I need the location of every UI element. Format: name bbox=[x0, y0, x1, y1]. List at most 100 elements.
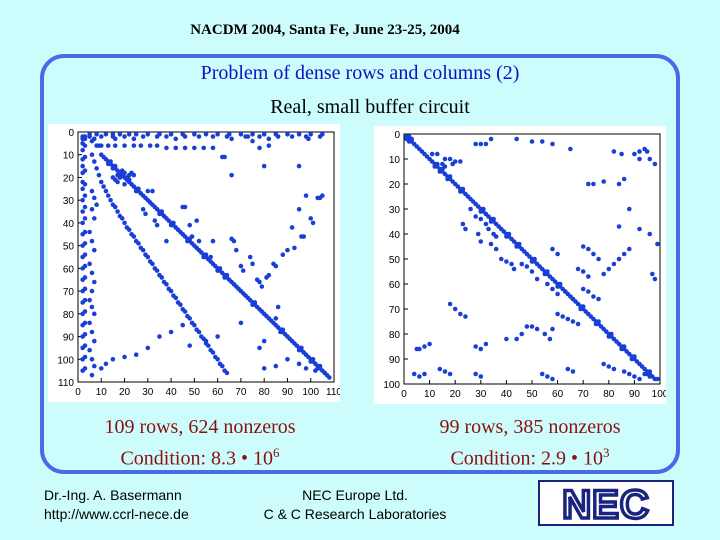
left-nonzero-point bbox=[91, 338, 97, 344]
author-block: Dr.-Ing. A. Basermann http://www.ccrl-ne… bbox=[44, 486, 189, 524]
right-nonzero-point bbox=[488, 136, 494, 142]
right-nonzero-point bbox=[478, 141, 484, 147]
right-nonzero-point bbox=[437, 366, 443, 372]
right-x-tick-label: 40 bbox=[501, 389, 513, 400]
left-nonzero-point bbox=[126, 227, 132, 233]
right-nonzero-point bbox=[621, 176, 627, 182]
left-nonzero-point bbox=[98, 134, 104, 139]
left-nonzero-point bbox=[210, 238, 216, 244]
right-nonzero-point bbox=[422, 344, 427, 349]
left-nonzero-point bbox=[122, 134, 127, 139]
left-nonzero-point bbox=[131, 234, 137, 239]
right-nonzero-point bbox=[547, 336, 553, 342]
left-nonzero-point bbox=[122, 181, 127, 187]
left-nonzero-point bbox=[308, 131, 314, 137]
right-nonzero-point bbox=[532, 256, 537, 262]
left-nonzero-point bbox=[154, 134, 160, 139]
right-nonzero-point bbox=[524, 264, 530, 269]
nec-logo-svg: NEC bbox=[561, 481, 651, 529]
right-nonzero-point bbox=[483, 141, 489, 147]
left-x-tick-label: 0 bbox=[75, 387, 81, 398]
left-nonzero-point bbox=[112, 143, 118, 148]
left-caption: 109 rows, 624 nonzeros Condition: 8.3 • … bbox=[60, 414, 340, 472]
left-x-tick-label: 90 bbox=[282, 387, 294, 398]
left-nonzero-point bbox=[82, 252, 88, 258]
left-nonzero-point bbox=[82, 168, 88, 173]
right-nonzero-point bbox=[637, 149, 642, 154]
left-nonzero-point bbox=[103, 188, 109, 194]
right-y-tick-label: 80 bbox=[389, 330, 401, 341]
left-nonzero-point bbox=[94, 166, 99, 171]
left-nonzero-point bbox=[215, 131, 220, 137]
author-url[interactable]: http://www.ccrl-nece.de bbox=[44, 506, 189, 522]
right-nonzero-point bbox=[616, 224, 622, 229]
left-nonzero-point bbox=[87, 320, 92, 326]
right-nonzero-point bbox=[601, 271, 606, 277]
left-nonzero-point bbox=[206, 343, 211, 348]
left-nonzero-point bbox=[119, 216, 125, 221]
right-nonzero-point bbox=[447, 156, 453, 162]
author-name: Dr.-Ing. A. Basermann bbox=[44, 487, 182, 503]
left-nonzero-point bbox=[257, 145, 262, 151]
left-nonzero-point bbox=[133, 352, 139, 358]
left-nonzero-point bbox=[82, 216, 88, 221]
right-nonzero-point bbox=[616, 181, 622, 187]
right-y-tick-label: 60 bbox=[389, 280, 401, 291]
right-x-tick-label: 20 bbox=[450, 389, 462, 400]
left-nonzero-point bbox=[222, 275, 227, 280]
left-nonzero-point bbox=[87, 347, 92, 353]
right-nonzero-point bbox=[529, 324, 535, 329]
right-nonzero-point bbox=[463, 314, 468, 319]
left-nonzero-point bbox=[289, 134, 295, 139]
right-nonzero-point bbox=[514, 336, 519, 342]
right-nonzero-point bbox=[632, 151, 637, 157]
left-nonzero-point bbox=[150, 188, 155, 194]
right-nonzero-point bbox=[545, 281, 550, 287]
nec-logo-text: NEC bbox=[562, 483, 649, 524]
right-nonzero-point bbox=[483, 221, 489, 227]
sparsity-plot-left: 0 10 20 30 40 50 60 70 80 90 100 110 0 10 20 30 40 50 60 70… bbox=[48, 124, 340, 402]
right-nonzero-point bbox=[580, 286, 586, 292]
right-nonzero-point bbox=[504, 336, 509, 342]
right-nonzero-point bbox=[486, 226, 491, 232]
left-nonzero-point bbox=[87, 229, 92, 235]
left-nonzero-point bbox=[245, 134, 251, 139]
left-nonzero-point bbox=[261, 163, 267, 169]
left-nonzero-point bbox=[192, 145, 197, 151]
left-nonzero-point bbox=[194, 218, 199, 223]
right-nonzero-point bbox=[442, 369, 448, 374]
right-nonzero-point bbox=[555, 251, 560, 257]
left-nonzero-point bbox=[303, 366, 309, 371]
nec-logo: NEC bbox=[538, 480, 674, 529]
left-nonzero-point bbox=[182, 134, 188, 139]
right-nonzero-point bbox=[601, 361, 606, 367]
right-nonzero-point bbox=[442, 164, 448, 169]
right-nonzero-point bbox=[478, 216, 484, 222]
right-nonzero-point bbox=[550, 376, 555, 382]
right-nonzero-point bbox=[609, 331, 614, 337]
right-y-tick-label: 40 bbox=[389, 230, 401, 241]
right-nonzero-point bbox=[586, 181, 591, 187]
right-x-tick-label: 70 bbox=[578, 389, 590, 400]
left-nonzero-point bbox=[82, 297, 88, 303]
right-x-tick-label: 60 bbox=[552, 389, 564, 400]
left-nonzero-point bbox=[280, 252, 286, 258]
left-nonzero-point bbox=[150, 261, 155, 267]
left-nonzero-point bbox=[89, 238, 95, 244]
left-nonzero-point bbox=[273, 363, 279, 369]
right-nonzero-point bbox=[473, 141, 478, 147]
left-nonzero-point bbox=[285, 131, 290, 137]
left-nonzero-point bbox=[261, 131, 267, 137]
right-caption-condition: Condition: 2.9 • 103 bbox=[450, 445, 610, 470]
left-nonzero-point bbox=[208, 254, 213, 260]
left-nonzero-point bbox=[82, 354, 88, 360]
right-nonzero-point bbox=[586, 274, 591, 279]
left-nonzero-point bbox=[296, 206, 302, 212]
right-nonzero-point bbox=[580, 244, 586, 249]
right-nonzero-point bbox=[545, 269, 550, 274]
right-y-tick-label: 30 bbox=[389, 205, 401, 216]
left-nonzero-point bbox=[126, 131, 132, 137]
left-y-tick-label: 100 bbox=[57, 355, 74, 366]
left-nonzero-point bbox=[306, 136, 311, 142]
left-nonzero-point bbox=[89, 356, 95, 362]
